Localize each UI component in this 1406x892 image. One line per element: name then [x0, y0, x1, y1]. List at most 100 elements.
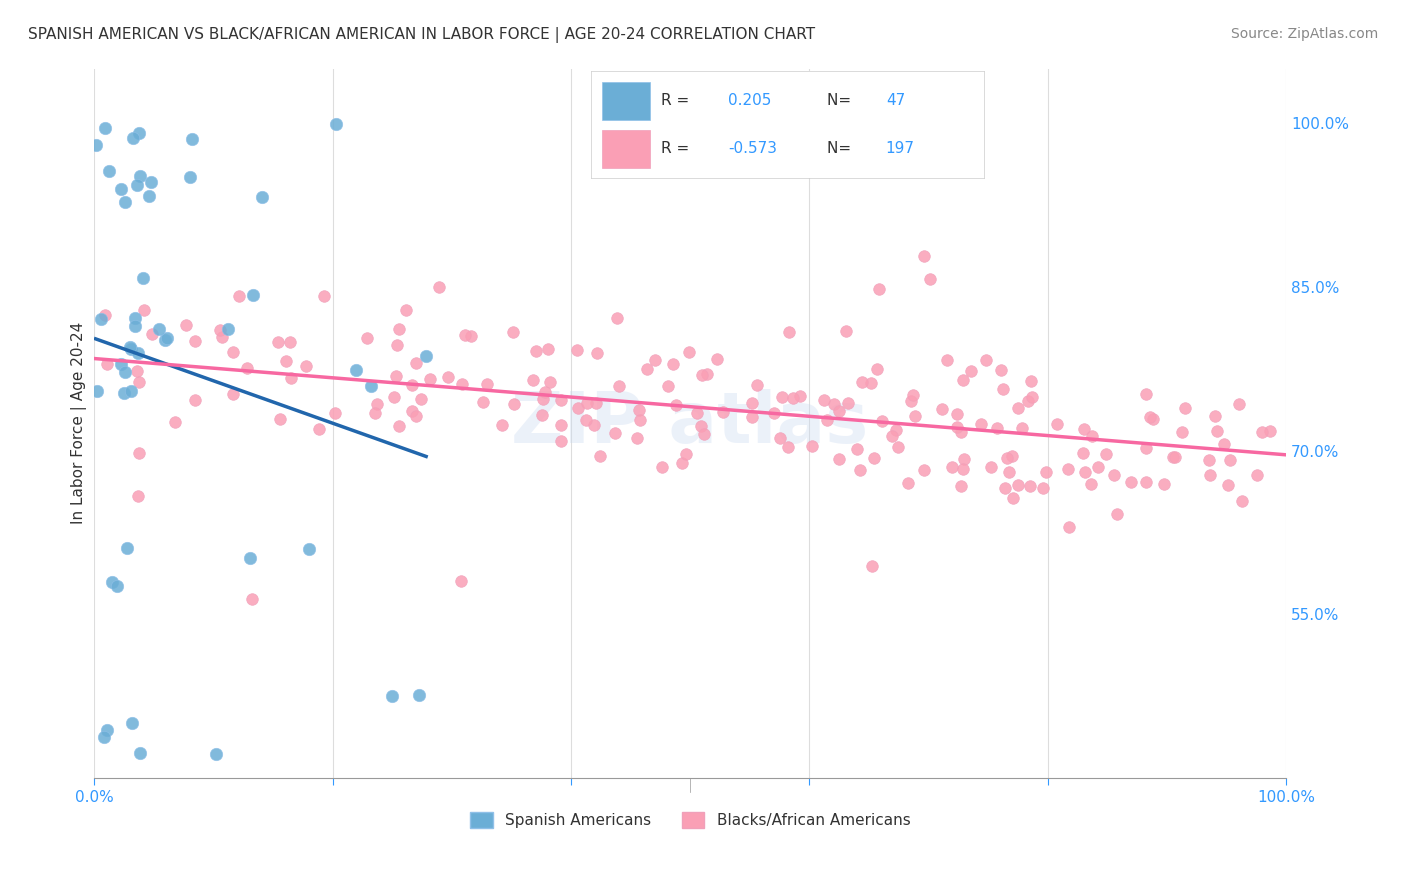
Blacks/African Americans	[295, 359, 318, 373]
Blacks/African Americans	[1073, 422, 1095, 436]
Blacks/African Americans	[946, 407, 969, 421]
Spanish Americans	[127, 345, 149, 359]
Blacks/African Americans	[605, 426, 627, 441]
Blacks/African Americans	[692, 368, 714, 382]
Blacks/African Americans	[530, 408, 553, 422]
Blacks/African Americans	[693, 426, 716, 441]
Blacks/African Americans	[274, 354, 297, 368]
Blacks/African Americans	[550, 392, 572, 407]
Blacks/African Americans	[686, 406, 709, 420]
Text: 47: 47	[886, 93, 905, 108]
Blacks/African Americans	[696, 368, 718, 382]
Blacks/African Americans	[582, 417, 605, 432]
Spanish Americans	[114, 385, 136, 400]
Spanish Americans	[153, 333, 176, 347]
Blacks/African Americans	[429, 280, 451, 294]
Blacks/African Americans	[949, 425, 972, 439]
Blacks/African Americans	[946, 420, 969, 434]
Blacks/African Americans	[770, 390, 793, 404]
Blacks/African Americans	[93, 308, 115, 322]
Blacks/African Americans	[356, 331, 378, 345]
Blacks/African Americans	[451, 377, 474, 392]
Spanish Americans	[120, 340, 142, 354]
Blacks/African Americans	[865, 361, 887, 376]
Blacks/African Americans	[401, 404, 423, 418]
Spanish Americans	[110, 357, 132, 371]
Blacks/African Americans	[1218, 478, 1240, 492]
Spanish Americans	[132, 270, 155, 285]
Blacks/African Americans	[636, 362, 658, 376]
Spanish Americans	[408, 688, 430, 702]
Blacks/African Americans	[308, 422, 330, 436]
Blacks/African Americans	[184, 392, 207, 407]
Spanish Americans	[84, 137, 107, 152]
Blacks/African Americans	[1019, 479, 1042, 493]
Blacks/African Americans	[789, 388, 811, 402]
Blacks/African Americans	[1007, 478, 1029, 492]
Blacks/African Americans	[1046, 417, 1069, 431]
Blacks/African Americans	[1135, 475, 1157, 489]
Blacks/African Americans	[502, 397, 524, 411]
Blacks/African Americans	[931, 401, 953, 416]
Bar	[602, 82, 650, 120]
Blacks/African Americans	[953, 452, 976, 467]
Text: Source: ZipAtlas.com: Source: ZipAtlas.com	[1230, 27, 1378, 41]
Blacks/African Americans	[395, 303, 418, 318]
Blacks/African Americans	[1017, 393, 1039, 408]
Blacks/African Americans	[1204, 409, 1226, 423]
Spanish Americans	[128, 746, 150, 760]
Blacks/African Americans	[96, 357, 118, 371]
Blacks/African Americans	[1021, 390, 1043, 404]
Blacks/African Americans	[859, 376, 882, 391]
Text: 0.205: 0.205	[728, 93, 772, 108]
Spanish Americans	[297, 542, 319, 557]
Blacks/African Americans	[405, 356, 427, 370]
Blacks/African Americans	[1007, 401, 1029, 415]
Blacks/African Americans	[990, 363, 1012, 377]
Spanish Americans	[415, 349, 437, 363]
Blacks/African Americans	[388, 418, 411, 433]
Blacks/African Americans	[127, 489, 149, 503]
Blacks/African Americans	[1163, 450, 1185, 464]
Blacks/African Americans	[706, 352, 728, 367]
Blacks/African Americans	[589, 450, 612, 464]
Blacks/African Americans	[280, 335, 302, 350]
Spanish Americans	[122, 131, 145, 145]
Blacks/African Americans	[534, 384, 557, 399]
Blacks/African Americans	[1258, 424, 1281, 438]
Blacks/African Americans	[950, 478, 973, 492]
Text: ZIP atlas: ZIP atlas	[512, 389, 869, 458]
Spanish Americans	[114, 365, 136, 379]
Blacks/African Americans	[1142, 411, 1164, 425]
Blacks/African Americans	[741, 396, 763, 410]
Blacks/African Americans	[912, 249, 935, 263]
Blacks/African Americans	[828, 404, 851, 418]
Blacks/African Americans	[132, 302, 155, 317]
Blacks/African Americans	[998, 466, 1021, 480]
Blacks/African Americans	[671, 457, 693, 471]
Blacks/African Americans	[849, 463, 872, 477]
Blacks/African Americans	[524, 343, 547, 358]
Spanish Americans	[101, 574, 124, 589]
Blacks/African Americans	[1135, 386, 1157, 401]
Blacks/African Americans	[1205, 424, 1227, 438]
Blacks/African Americans	[935, 352, 957, 367]
Spanish Americans	[94, 120, 117, 135]
Spanish Americans	[121, 716, 143, 731]
Blacks/African Americans	[651, 459, 673, 474]
Blacks/African Americans	[576, 396, 599, 410]
Blacks/African Americans	[208, 323, 231, 337]
Blacks/African Americans	[993, 382, 1015, 396]
Blacks/African Americans	[240, 591, 263, 606]
Spanish Americans	[239, 551, 262, 566]
Spanish Americans	[360, 378, 382, 392]
Blacks/African Americans	[747, 377, 769, 392]
Blacks/African Americans	[174, 318, 197, 332]
Blacks/African Americans	[1080, 476, 1102, 491]
Blacks/African Americans	[870, 413, 893, 427]
Spanish Americans	[120, 343, 142, 357]
Blacks/African Americans	[986, 421, 1008, 435]
Blacks/African Americans	[769, 431, 792, 445]
Blacks/African Americans	[565, 343, 588, 358]
Spanish Americans	[205, 747, 228, 761]
